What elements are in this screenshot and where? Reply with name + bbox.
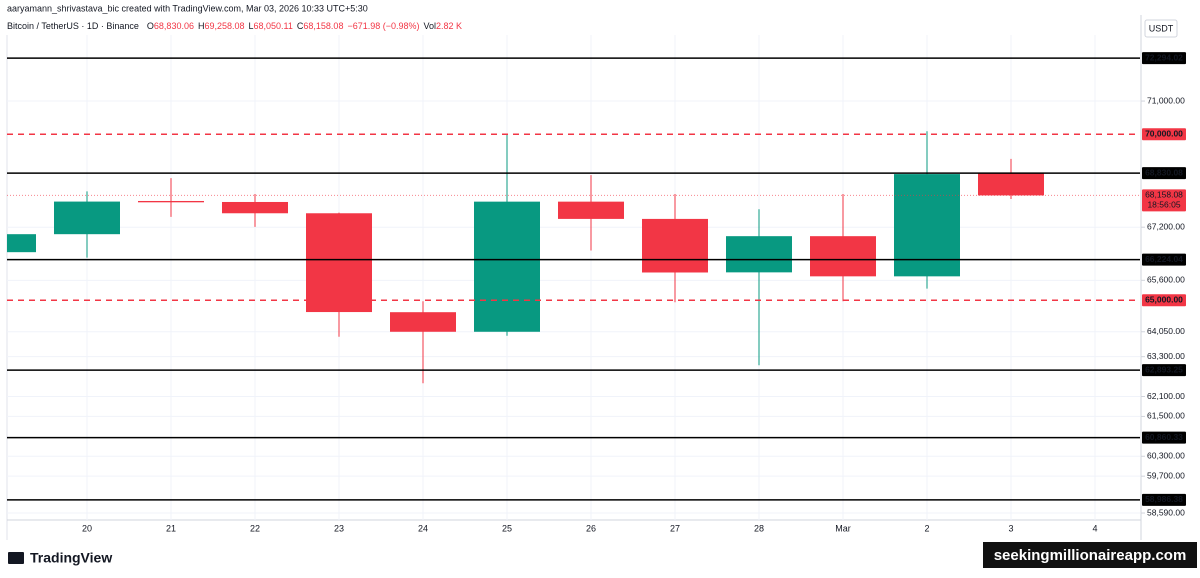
- candle: [306, 212, 372, 337]
- candle-body: [222, 201, 288, 214]
- y-tick-label: 64,050.00: [1147, 326, 1185, 336]
- candle-body: [642, 218, 708, 273]
- legend-key: Vol: [424, 21, 437, 31]
- legend-value: −671.98 (−0.98%): [347, 21, 419, 31]
- candle-body: [894, 174, 960, 277]
- level-label-box: [1142, 294, 1186, 307]
- watermark: seekingmillionaireapp.com: [994, 547, 1187, 564]
- x-tick-label: 4: [1092, 523, 1097, 533]
- candle-body: [474, 201, 540, 332]
- y-tick-label: 62,100.00: [1147, 391, 1185, 401]
- logo-icon: [8, 552, 24, 564]
- x-tick-label: 24: [418, 523, 428, 533]
- candle-body: [7, 234, 36, 253]
- last-price-label: 68,158.08: [1145, 190, 1183, 200]
- level-label: 68,830.08: [1145, 167, 1183, 177]
- level-label: 65,000.00: [1145, 294, 1183, 304]
- candle: [642, 194, 708, 303]
- legend-value: 68,830.06: [154, 21, 194, 31]
- level-label-box: [1142, 253, 1186, 266]
- x-tick-label: 25: [502, 523, 512, 533]
- legend-key: C: [297, 21, 304, 31]
- y-tick-label: 60,300.00: [1147, 451, 1185, 461]
- author-line: aaryamann_shrivastava_bic created with T…: [7, 3, 368, 13]
- y-tick-label: 65,600.00: [1147, 275, 1185, 285]
- legend-value: 68,158.08: [303, 21, 343, 31]
- currency: USDT: [1149, 23, 1174, 33]
- candle-body: [558, 201, 624, 219]
- candle-body: [810, 236, 876, 277]
- level-label: 72,294.02: [1145, 52, 1183, 62]
- candle-body: [306, 213, 372, 313]
- candle-body: [726, 236, 792, 273]
- candle: [978, 158, 1044, 199]
- y-tick-label: 61,500.00: [1147, 411, 1185, 421]
- candle: [474, 133, 540, 336]
- countdown: 18:56:05: [1147, 200, 1180, 210]
- candle: [222, 194, 288, 227]
- y-tick-label: 63,300.00: [1147, 351, 1185, 361]
- level-label: 60,860.33: [1145, 432, 1183, 442]
- level-label-box: [1142, 431, 1186, 444]
- level-label-box: [1142, 52, 1186, 65]
- level-label: 58,986.38: [1145, 494, 1183, 504]
- legend-key: H: [198, 21, 205, 31]
- x-tick-label: Mar: [835, 523, 851, 533]
- currency-box[interactable]: [1144, 19, 1178, 38]
- legend-value: 69,258.08: [204, 21, 244, 31]
- logo-text: TradingView: [30, 550, 112, 566]
- candle: [54, 191, 120, 258]
- level-label: 70,000.00: [1145, 129, 1183, 139]
- x-tick-label: 3: [1008, 523, 1013, 533]
- candle-body: [138, 200, 204, 203]
- last-price-box: [1142, 189, 1186, 212]
- level-label-box: [1142, 364, 1186, 377]
- x-tick-label: 20: [82, 523, 92, 533]
- y-tick-label: 67,200.00: [1147, 221, 1185, 231]
- candle: [558, 175, 624, 251]
- x-tick-label: 22: [250, 523, 260, 533]
- symbol-title: Bitcoin / TetherUS · 1D · Binance: [7, 21, 139, 31]
- level-label: 66,224.04: [1145, 254, 1183, 264]
- level-label-box: [1142, 167, 1186, 180]
- candle: [726, 209, 792, 366]
- symbol-legend: Bitcoin / TetherUS · 1D · Binance O68,830…: [7, 21, 462, 31]
- watermark-box: [983, 542, 1197, 568]
- legend-value: 68,050.11: [254, 21, 293, 31]
- x-tick-label: 23: [334, 523, 344, 533]
- x-tick-label: 27: [670, 523, 680, 533]
- x-tick-label: 26: [586, 523, 596, 533]
- logo: TradingView: [8, 550, 112, 566]
- candle: [810, 194, 876, 302]
- candle-body: [390, 312, 456, 332]
- x-tick-label: 21: [166, 523, 176, 533]
- candle: [7, 234, 36, 253]
- y-tick-label: 58,590.00: [1147, 507, 1185, 517]
- legend-value: 2.82 K: [436, 21, 462, 31]
- candle-body: [978, 173, 1044, 196]
- legend-key: L: [249, 21, 254, 31]
- legend-key: O: [147, 21, 154, 31]
- x-tick-label: 28: [754, 523, 764, 533]
- y-tick-label: 71,000.00: [1147, 95, 1185, 105]
- candle: [138, 178, 204, 217]
- level-label-box: [1142, 128, 1186, 141]
- level-label: 62,893.25: [1145, 364, 1183, 374]
- candle-body: [54, 201, 120, 235]
- plot-area: [7, 35, 1140, 520]
- level-label-box: [1142, 493, 1186, 506]
- x-tick-label: 2: [924, 523, 929, 533]
- y-tick-label: 59,700.00: [1147, 470, 1185, 480]
